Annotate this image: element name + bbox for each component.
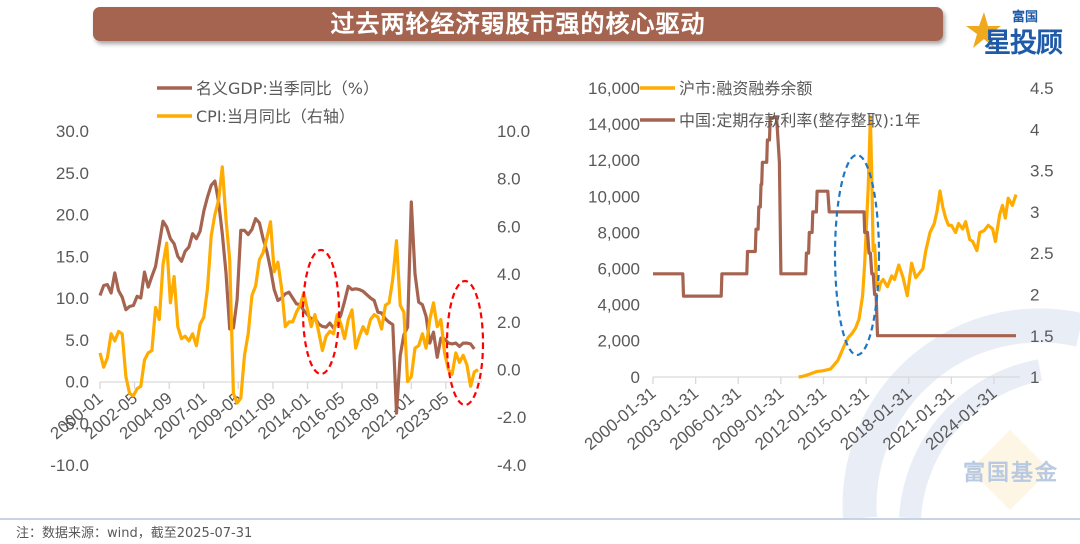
y-right-tick-label: 6.0 — [497, 217, 521, 236]
annotation-ellipse — [833, 153, 881, 357]
legend-label: CPI:当月同比（右轴） — [196, 107, 355, 126]
y-right-tick-label: 2.5 — [1030, 244, 1054, 263]
source-note: 注：数据来源：wind，截至2025-07-31 — [16, 526, 253, 541]
y-right-tick-label: 1 — [1030, 368, 1039, 387]
y-left-tick-label: 8,000 — [597, 223, 640, 242]
y-left-tick-label: 4,000 — [597, 296, 640, 315]
y-right-tick-label: -4.0 — [497, 456, 526, 475]
title-bar: 过去两轮经济弱股市强的核心驱动 — [93, 7, 943, 41]
y-left-tick-label: 10,000 — [588, 187, 640, 206]
y-left-tick-label: 0 — [631, 368, 640, 387]
y-left-tick-label: 16,000 — [588, 79, 640, 98]
y-right-tick-label: 3.5 — [1030, 162, 1054, 181]
y-left-tick-label: 2,000 — [597, 332, 640, 351]
y-left-tick-label: 0.0 — [65, 373, 89, 392]
y-right-tick-label: -2.0 — [497, 408, 526, 427]
annotation-ellipse — [301, 248, 341, 376]
margin-deposit-rate-chart: 16,00014,00012,00010,0008,0006,0004,0002… — [581, 79, 1054, 454]
legend-label: 沪市:融资融券余额 — [679, 79, 812, 98]
footer-divider — [0, 518, 1080, 520]
y-right-tick-label: 0.0 — [497, 361, 521, 380]
gdp-cpi-chart: 30.0 25.0 20.0 15.0 10.0 5.0 0.0 -5.0 -10.0 10.0 8… — [47, 79, 531, 475]
brand-logo: 富国 星投顾 — [962, 4, 1080, 59]
y-left-tick-label: 15.0 — [56, 247, 89, 266]
y-right-tick-label: 10.0 — [497, 122, 530, 141]
series-line-1 — [98, 165, 479, 405]
page-title: 过去两轮经济弱股市强的核心驱动 — [330, 10, 706, 38]
logo-top-text: 富国 — [1012, 10, 1039, 25]
y-left-tick-label: 20.0 — [56, 206, 89, 225]
star-icon — [966, 12, 1001, 48]
y-right-tick-label: 2.0 — [497, 313, 521, 332]
y-left-tick-label: 12,000 — [588, 151, 640, 170]
series-line-0 — [98, 179, 476, 415]
legend-label: 名义GDP:当季同比（%） — [196, 79, 379, 98]
y-right-tick-label: 8.0 — [497, 170, 521, 189]
y-left-tick-label: -5.0 — [60, 414, 89, 433]
y-left-tick-label: 10.0 — [56, 289, 89, 308]
legend-label: 中国:定期存款利率(整存整取):1年 — [679, 111, 920, 130]
series-line-0 — [798, 115, 1018, 379]
y-left-tick-label: 6,000 — [597, 260, 640, 279]
logo-main-text: 星投顾 — [984, 28, 1063, 59]
y-left-tick-label: 14,000 — [588, 115, 640, 134]
y-right-tick-label: 4.0 — [497, 265, 521, 284]
annotation-ellipse — [445, 279, 485, 407]
y-left-tick-label: -10.0 — [50, 456, 89, 475]
y-right-tick-label: 4 — [1030, 120, 1039, 139]
y-right-tick-label: 2 — [1030, 286, 1039, 305]
watermark-text: 富国基金 — [963, 461, 1060, 486]
y-right-tick-label: 1.5 — [1030, 327, 1054, 346]
y-right-tick-label: 3 — [1030, 203, 1039, 222]
y-left-tick-label: 25.0 — [56, 164, 89, 183]
series-line-1 — [653, 116, 1016, 338]
y-left-tick-label: 30.0 — [56, 122, 89, 141]
y-left-tick-label: 5.0 — [65, 331, 89, 350]
y-right-tick-label: 4.5 — [1030, 79, 1054, 98]
